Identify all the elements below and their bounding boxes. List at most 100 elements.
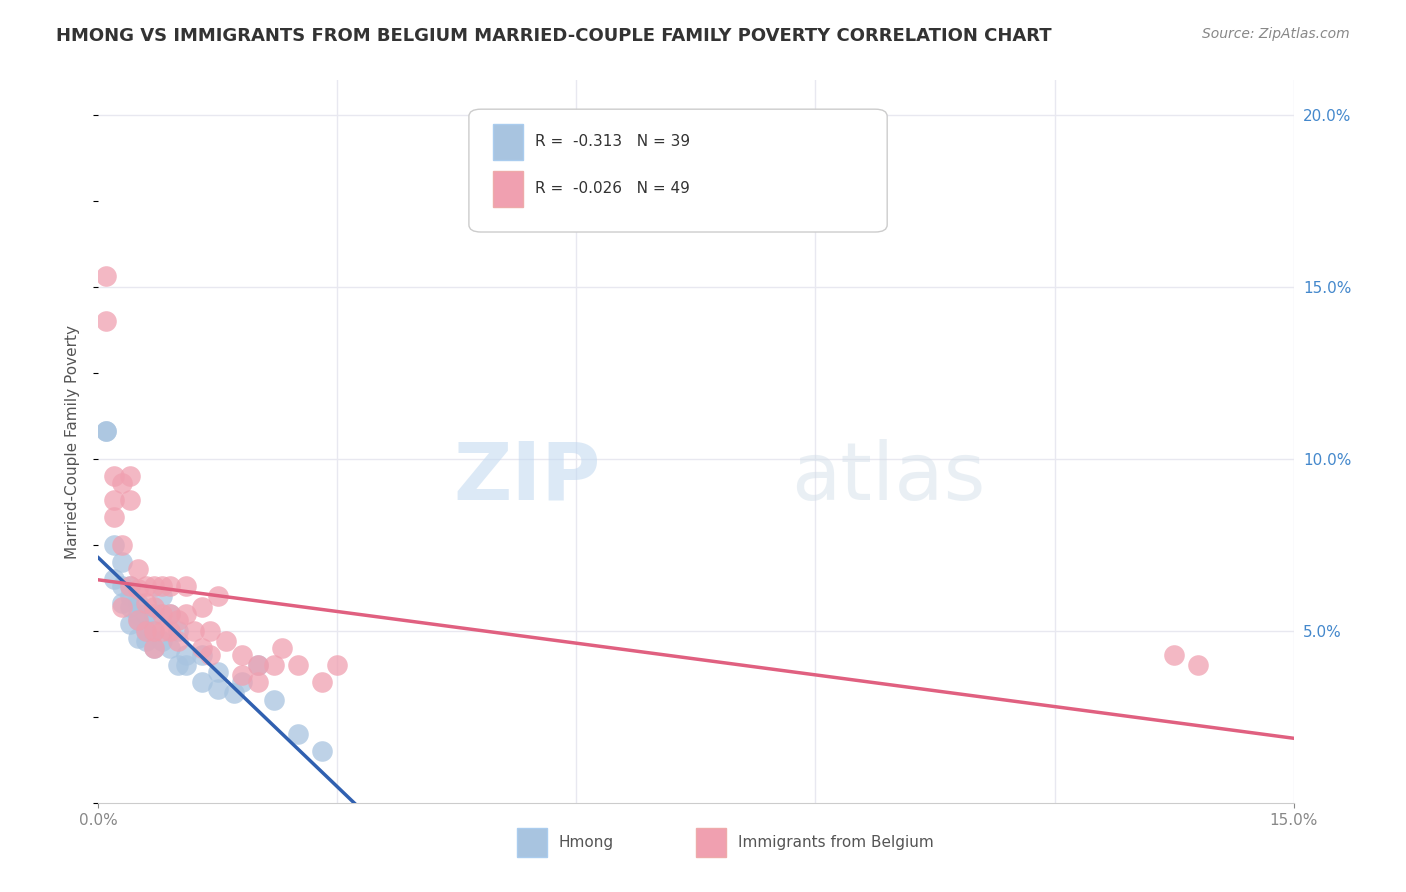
Point xyxy=(143,599,166,614)
Point xyxy=(150,624,173,638)
Point xyxy=(111,599,134,614)
Point xyxy=(246,658,269,673)
Point xyxy=(120,469,142,483)
Point xyxy=(127,582,149,597)
Point xyxy=(167,614,190,628)
Text: HMONG VS IMMIGRANTS FROM BELGIUM MARRIED-COUPLE FAMILY POVERTY CORRELATION CHART: HMONG VS IMMIGRANTS FROM BELGIUM MARRIED… xyxy=(56,27,1052,45)
Point xyxy=(222,686,245,700)
Point xyxy=(270,640,292,655)
Point xyxy=(96,424,118,438)
Point xyxy=(127,562,149,576)
Point xyxy=(127,596,149,610)
Point xyxy=(111,555,134,569)
Point xyxy=(150,579,173,593)
Point xyxy=(159,607,181,621)
Point xyxy=(167,658,190,673)
Point xyxy=(207,590,229,604)
Point xyxy=(174,607,197,621)
Point xyxy=(191,599,214,614)
Point xyxy=(246,658,269,673)
Point xyxy=(191,648,214,662)
Point xyxy=(167,634,190,648)
Point xyxy=(143,624,166,638)
Bar xyxy=(494,124,523,160)
Point xyxy=(191,675,214,690)
FancyBboxPatch shape xyxy=(470,109,887,232)
Point xyxy=(135,607,157,621)
Point xyxy=(127,614,149,628)
Point xyxy=(120,579,142,593)
Bar xyxy=(517,828,547,857)
Point xyxy=(143,579,166,593)
Text: Immigrants from Belgium: Immigrants from Belgium xyxy=(738,835,934,850)
Point xyxy=(150,590,173,604)
Point xyxy=(263,692,285,706)
Point xyxy=(159,624,181,638)
Point xyxy=(263,658,285,673)
Point xyxy=(96,269,118,284)
Point xyxy=(311,675,333,690)
Point xyxy=(120,493,142,508)
Point xyxy=(1163,648,1185,662)
Point xyxy=(111,579,134,593)
Point xyxy=(96,424,118,438)
Text: Hmong: Hmong xyxy=(558,835,613,850)
Point xyxy=(326,658,349,673)
Point xyxy=(207,665,229,679)
Point xyxy=(159,607,181,621)
Point xyxy=(103,572,125,586)
Point xyxy=(311,744,333,758)
Point xyxy=(135,624,157,638)
Text: R =  -0.313   N = 39: R = -0.313 N = 39 xyxy=(534,134,690,149)
Bar xyxy=(696,828,725,857)
Point xyxy=(159,579,181,593)
Text: ZIP: ZIP xyxy=(453,439,600,516)
Point xyxy=(167,624,190,638)
Point xyxy=(127,614,149,628)
Point xyxy=(159,640,181,655)
Point xyxy=(143,640,166,655)
Text: R =  -0.026   N = 49: R = -0.026 N = 49 xyxy=(534,181,689,196)
Point xyxy=(103,469,125,483)
Point xyxy=(231,648,253,662)
Point xyxy=(150,607,173,621)
Point xyxy=(127,631,149,645)
Bar xyxy=(494,170,523,207)
Point xyxy=(174,579,197,593)
Point xyxy=(135,634,157,648)
Point xyxy=(111,475,134,490)
Point xyxy=(246,675,269,690)
Point xyxy=(143,624,166,638)
Point xyxy=(103,538,125,552)
Point xyxy=(191,640,214,655)
Point xyxy=(103,510,125,524)
Point xyxy=(103,493,125,508)
Point xyxy=(111,596,134,610)
Point xyxy=(215,634,238,648)
Point xyxy=(143,640,166,655)
Point xyxy=(143,607,166,621)
Point xyxy=(150,634,173,648)
Point xyxy=(120,579,142,593)
Point xyxy=(1187,658,1209,673)
Point xyxy=(198,648,221,662)
Point xyxy=(111,538,134,552)
Point xyxy=(231,668,253,682)
Point xyxy=(120,599,142,614)
Point xyxy=(287,727,309,741)
Text: Source: ZipAtlas.com: Source: ZipAtlas.com xyxy=(1202,27,1350,41)
Point xyxy=(96,314,118,328)
Point xyxy=(287,658,309,673)
Y-axis label: Married-Couple Family Poverty: Married-Couple Family Poverty xyxy=(65,325,80,558)
Point xyxy=(135,596,157,610)
Point xyxy=(135,579,157,593)
Point xyxy=(198,624,221,638)
Point xyxy=(231,675,253,690)
Point xyxy=(174,648,197,662)
Point xyxy=(207,682,229,697)
Point xyxy=(174,658,197,673)
Text: atlas: atlas xyxy=(792,439,986,516)
Point xyxy=(127,607,149,621)
Point xyxy=(135,624,157,638)
Point xyxy=(183,624,205,638)
